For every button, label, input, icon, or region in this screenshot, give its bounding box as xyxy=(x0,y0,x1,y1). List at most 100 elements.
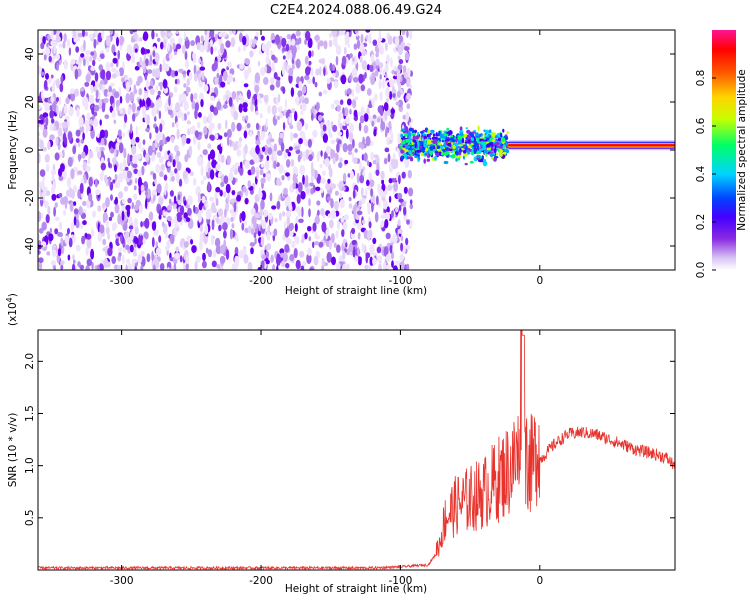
onset-blob xyxy=(457,139,462,145)
noise-blob xyxy=(390,108,396,115)
noise-blob xyxy=(331,30,338,38)
noise-blob xyxy=(132,113,136,122)
noise-blob xyxy=(83,39,86,51)
noise-blob xyxy=(277,115,281,121)
noise-blob xyxy=(47,140,51,150)
noise-blob xyxy=(364,264,369,270)
onset-blob xyxy=(416,149,422,153)
noise-blob xyxy=(86,57,90,66)
noise-blob xyxy=(383,200,388,210)
noise-blob xyxy=(335,55,339,66)
noise-blob xyxy=(208,116,212,124)
noise-blob xyxy=(324,157,330,168)
noise-blob xyxy=(191,245,197,254)
noise-blob xyxy=(312,129,318,138)
noise-blob xyxy=(110,62,114,68)
onset-blob xyxy=(423,158,427,164)
noise-blob xyxy=(290,87,295,97)
noise-blob xyxy=(167,32,173,37)
noise-blob xyxy=(409,199,413,205)
noise-blob xyxy=(299,95,305,101)
noise-blob xyxy=(242,185,247,193)
noise-blob xyxy=(360,187,364,197)
noise-blob xyxy=(67,227,70,235)
noise-blob xyxy=(220,43,225,54)
onset-blob xyxy=(482,159,487,162)
noise-blob xyxy=(284,244,290,253)
noise-blob xyxy=(340,216,345,223)
noise-blob xyxy=(398,174,401,185)
noise-blob xyxy=(76,107,80,118)
noise-blob xyxy=(73,166,78,172)
noise-blob xyxy=(204,224,209,235)
onset-blob xyxy=(409,127,413,132)
noise-blob xyxy=(249,242,256,247)
noise-blob xyxy=(49,109,55,119)
noise-blob xyxy=(376,246,382,254)
noise-blob xyxy=(318,40,324,47)
noise-blob xyxy=(339,193,343,199)
noise-blob xyxy=(147,69,153,74)
noise-blob xyxy=(167,108,173,116)
noise-blob xyxy=(381,196,386,201)
noise-blob xyxy=(197,155,203,167)
figure-title: C2E4.2024.088.06.49.G24 xyxy=(270,3,442,18)
noise-blob xyxy=(60,260,65,266)
noise-blob xyxy=(338,162,343,169)
noise-blob xyxy=(86,238,92,249)
noise-blob xyxy=(316,101,320,112)
noise-blob xyxy=(111,67,117,73)
noise-blob xyxy=(152,172,157,180)
noise-blob xyxy=(79,125,85,133)
noise-blob xyxy=(155,133,161,141)
noise-blob xyxy=(277,93,281,103)
noise-blob xyxy=(318,58,323,64)
noise-blob xyxy=(78,116,84,128)
onset-blob xyxy=(430,129,435,133)
noise-blob xyxy=(55,35,61,43)
noise-blob xyxy=(149,88,155,95)
noise-blob xyxy=(209,169,215,180)
noise-blob xyxy=(377,39,381,49)
noise-blob xyxy=(113,51,117,56)
noise-blob xyxy=(124,166,129,171)
noise-blob xyxy=(393,66,398,72)
noise-blob xyxy=(74,68,79,80)
noise-blob xyxy=(386,97,389,104)
noise-blob xyxy=(244,58,251,65)
noise-blob xyxy=(249,149,254,156)
noise-blob xyxy=(387,35,393,45)
onset-blob xyxy=(502,151,507,155)
noise-blob xyxy=(112,222,118,230)
noise-blob xyxy=(375,52,379,58)
noise-blob xyxy=(361,154,365,161)
noise-blob xyxy=(140,47,146,55)
noise-blob xyxy=(287,239,291,245)
noise-blob xyxy=(139,57,143,66)
noise-blob xyxy=(100,137,105,146)
noise-blob xyxy=(168,53,173,60)
noise-blob xyxy=(80,53,85,58)
onset-blob xyxy=(402,152,406,156)
noise-blob xyxy=(151,250,154,262)
noise-blob xyxy=(53,125,57,132)
noise-blob xyxy=(299,164,306,176)
onset-blob xyxy=(492,143,496,147)
noise-blob xyxy=(345,37,349,42)
noise-blob xyxy=(174,253,180,259)
noise-blob xyxy=(151,221,157,231)
noise-blob xyxy=(327,213,332,219)
noise-blob xyxy=(378,62,384,69)
noise-blob xyxy=(86,112,91,121)
noise-blob xyxy=(275,96,279,106)
noise-blob xyxy=(237,141,242,149)
noise-blob xyxy=(390,251,395,260)
noise-blob xyxy=(281,260,286,268)
noise-blob xyxy=(60,264,64,270)
noise-blob xyxy=(164,185,167,196)
noise-blob xyxy=(135,125,138,136)
noise-blob xyxy=(348,243,354,253)
noise-blob xyxy=(372,114,377,119)
noise-blob xyxy=(166,240,171,248)
noise-blob xyxy=(331,233,335,244)
